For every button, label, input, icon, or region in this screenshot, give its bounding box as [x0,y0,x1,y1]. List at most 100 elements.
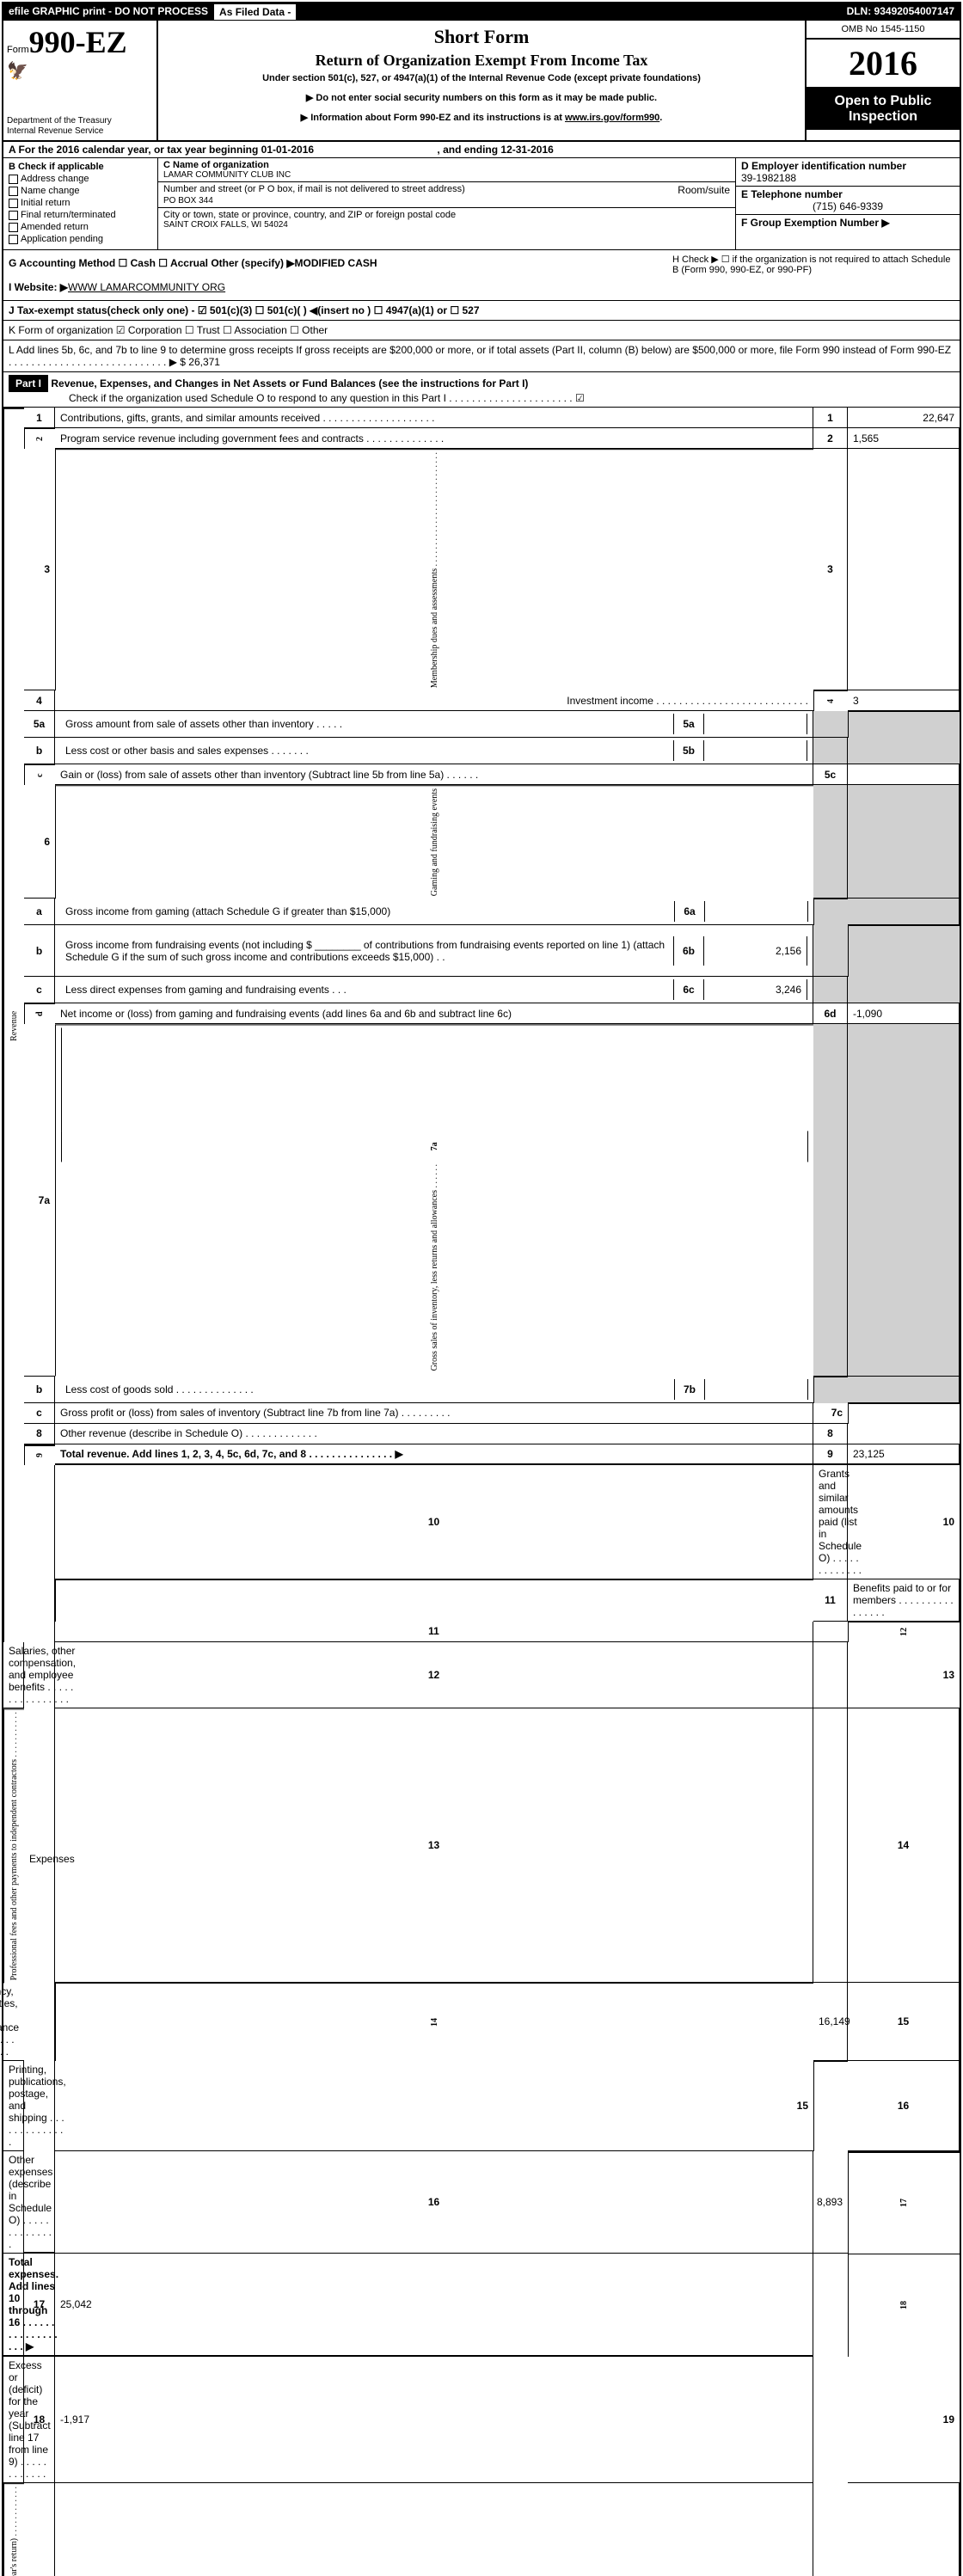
chk-application-pending[interactable]: Application pending [9,234,152,244]
ln5c-box: 5c [813,764,848,785]
row-a-begin: A For the 2016 calendar year, or tax yea… [9,144,314,156]
chk-address-change[interactable]: Address change [9,174,152,184]
ln5b-sval [704,740,807,761]
chk-amended-return[interactable]: Amended return [9,222,152,232]
ln16-box: 16 [55,2151,813,2254]
grp-label: F Group Exemption Number ▶ [741,217,954,229]
ln6a-shade [813,899,848,925]
ln10-num: 10 [55,1465,813,1579]
ln6c-sbox: 6c [673,979,704,1000]
tel-label: E Telephone number [741,188,954,200]
irs-link[interactable]: www.irs.gov/form990 [565,113,659,123]
ln14-num: 14 [848,1708,960,1983]
part-i-title: Revenue, Expenses, and Changes in Net As… [51,377,528,389]
g-label: G Accounting Method ☐ Cash ☐ Accrual Oth… [9,257,377,269]
top-bar-spacer [297,3,841,21]
ln14-box: 14 [55,1983,813,2061]
row-l: L Add lines 5b, 6c, and 7b to line 9 to … [3,340,960,372]
short-form-title: Short Form [163,26,800,48]
eagle-icon: 🦅 [7,60,153,82]
open-line2: Inspection [810,109,956,125]
as-filed-label: As Filed Data - [213,3,297,21]
ln5c-desc: Gain or (loss) from sale of assets other… [55,764,813,785]
j-text: J Tax-exempt status(check only one) - ☑ … [9,304,480,316]
ln5a-num: 5a [24,711,55,738]
open-to-public: Open to Public Inspection [807,89,960,130]
ln12-box: 12 [55,1642,813,1708]
ln4-num: 4 [24,690,55,711]
ln5a-shade2 [848,711,960,738]
chk-final-return[interactable]: Final return/terminated [9,210,152,220]
header-right: OMB No 1545-1150 2016 Open to Public Ins… [805,21,960,140]
dept-line2: Internal Revenue Service [7,126,153,137]
chk-initial-return[interactable]: Initial return [9,198,152,208]
ln11-desc: Benefits paid to or for members . . . . … [848,1579,960,1622]
ln5b-text: Less cost or other basis and sales expen… [60,740,673,761]
ln19-desc: Net assets or fund balances at beginning… [3,2483,24,2576]
ln10-box: 10 [848,1465,960,1579]
ln6d-box: 6d [813,1003,848,1024]
ln9-box: 9 [813,1444,848,1465]
ln5a-desc: Gross amount from sale of assets other t… [55,711,813,738]
ln13-box: 13 [55,1708,813,1983]
ln5b-desc: Less cost or other basis and sales expen… [55,738,813,764]
row-j: J Tax-exempt status(check only one) - ☑ … [3,301,960,321]
ln13-desc: Professional fees and other payments to … [3,1708,24,1983]
ln11-box: 11 [55,1622,813,1642]
row-k: K Form of organization ☑ Corporation ☐ T… [3,321,960,340]
ln1-desc: Contributions, gifts, grants, and simila… [55,408,813,428]
ln17-num: 17 [848,2151,960,2254]
ein-label: D Employer identification number [741,160,954,172]
b-column: B Check if applicable Address change Nam… [3,158,158,249]
k-text: K Form of organization ☑ Corporation ☐ T… [9,324,328,336]
c-city-cell: City or town, state or province, country… [158,208,735,231]
ln12-val [813,1642,848,1708]
section-net-assets: Net Assets [813,2254,848,2576]
ln6b-num: b [24,925,55,977]
ln6b-sval: 2,156 [704,936,807,966]
info-note: ▶ Information about Form 990-EZ and its … [163,112,800,123]
ln1-num: 1 [24,408,55,428]
c-addr-cell: Number and street (or P O box, if mail i… [158,182,735,208]
part-i-grid: Revenue 1 Contributions, gifts, grants, … [3,408,960,2576]
ln5a-shade [813,711,848,738]
tax-year: 2016 [807,40,960,89]
ln6d-num: d [24,1003,55,1024]
ln5b-sbox: 5b [673,740,704,761]
ln6c-sval: 3,246 [704,979,807,1000]
ln16-desc: Other expenses (describe in Schedule O) … [3,2151,24,2254]
chk-name-change[interactable]: Name change [9,186,152,196]
ln13-val [813,1708,848,1983]
ln2-num: 2 [24,428,55,449]
c-addr-label: Number and street (or P O box, if mail i… [163,184,465,196]
ln20-num: 20 [848,2483,960,2576]
ln15-num: 15 [848,1983,960,2061]
return-title: Return of Organization Exempt From Incom… [163,52,800,70]
ln17-val: 25,042 [55,2254,813,2357]
website-value[interactable]: WWW LAMARCOMMUNITY ORG [68,281,225,293]
ln16-val: 8,893 [813,2151,848,2254]
ln5a-sbox: 5a [673,714,704,734]
ln7c-desc: Gross profit or (loss) from sales of inv… [55,1403,813,1424]
ln8-box: 8 [813,1424,848,1444]
info-note-pre: ▶ Information about Form 990-EZ and its … [301,113,565,123]
ln14-desc: Occupancy, rent, utilities, and maintena… [3,1983,24,2061]
l-text: L Add lines 5b, 6c, and 7b to line 9 to … [9,344,951,368]
row-a-end: , and ending 12-31-2016 [437,144,553,156]
ln2-box: 2 [813,428,848,449]
b-title: B Check if applicable [9,162,152,172]
ln8-num: 8 [24,1424,55,1444]
org-name: LAMAR COMMUNITY CLUB INC [163,170,730,180]
ln7b-sbox: 7b [674,1379,705,1400]
ln15-desc: Printing, publications, postage, and shi… [3,2061,24,2151]
ln8-desc: Other revenue (describe in Schedule O) .… [55,1424,813,1444]
ln6-num: 6 [24,785,55,899]
org-city: SAINT CROIX FALLS, WI 54024 [163,220,730,230]
ln5c-val [848,764,960,785]
ln6-shade [813,785,848,899]
ln19-box: 19 [24,2483,55,2576]
ln18-desc: Excess or (deficit) for the year (Subtra… [3,2357,24,2483]
ln6a-num: a [24,899,55,925]
ln7a-shade [813,1024,848,1376]
ln6a-desc: Gross income from gaming (attach Schedul… [55,899,813,925]
